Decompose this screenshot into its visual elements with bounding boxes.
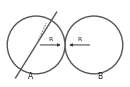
Text: B: B [97, 72, 102, 81]
Circle shape [7, 16, 65, 74]
Circle shape [65, 16, 123, 74]
Text: R: R [77, 37, 82, 42]
Text: A: A [28, 72, 33, 81]
Text: R: R [48, 37, 53, 42]
